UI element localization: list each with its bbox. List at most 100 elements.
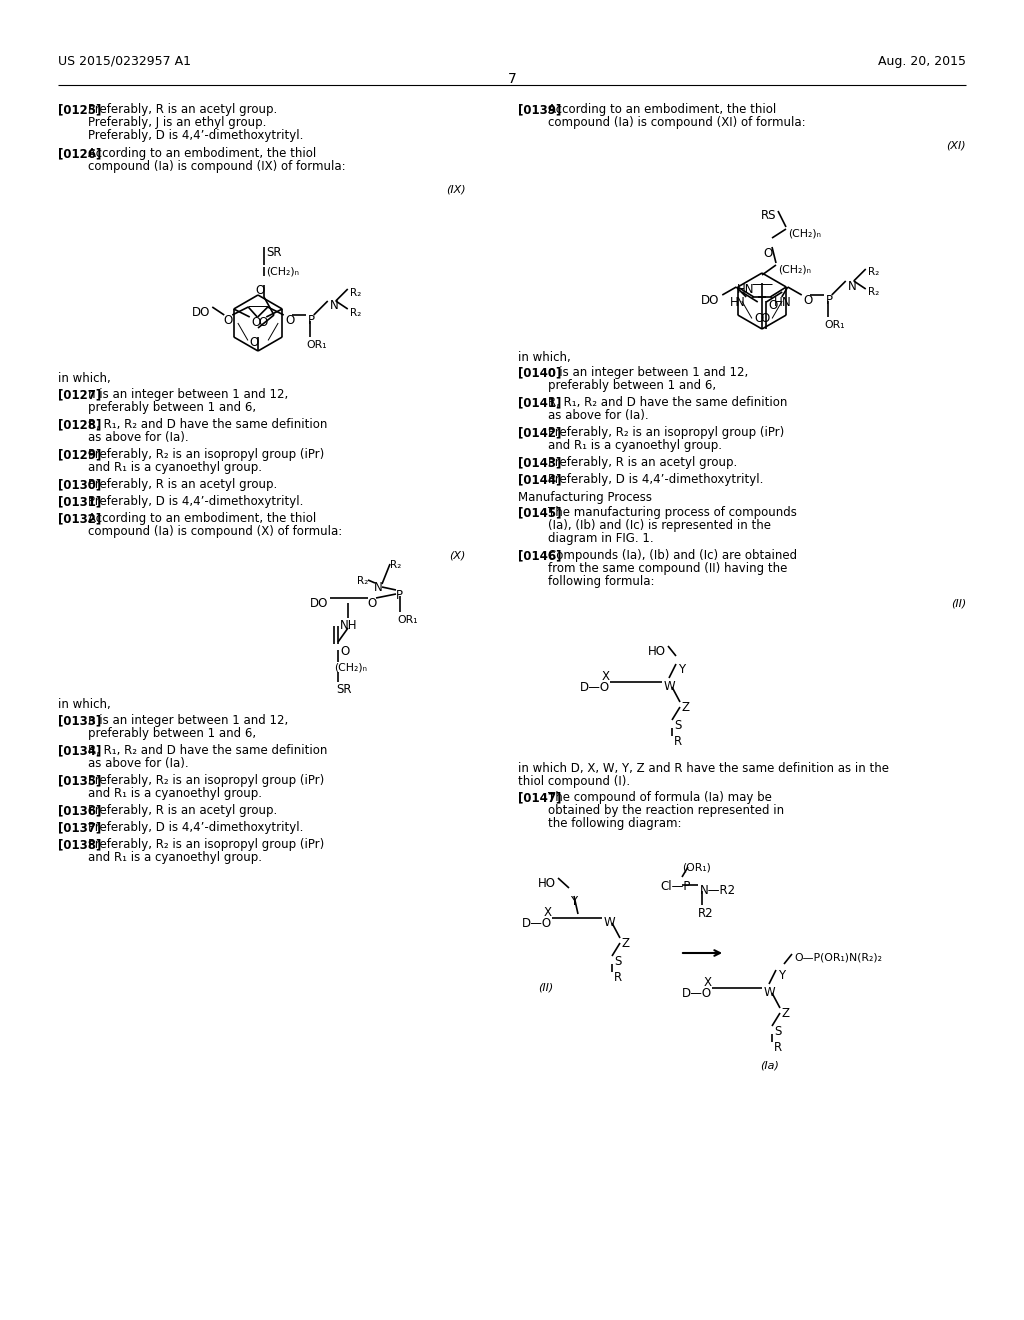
Text: (CH₂)ₙ: (CH₂)ₙ (788, 228, 821, 239)
Text: W: W (764, 986, 775, 999)
Text: R₂: R₂ (356, 576, 368, 586)
Text: R: R (774, 1041, 782, 1053)
Text: Preferably, D is 4,4’-dimethoxytrityl.: Preferably, D is 4,4’-dimethoxytrityl. (88, 821, 303, 834)
Text: R, R₁, R₂ and D have the same definition: R, R₁, R₂ and D have the same definition (548, 396, 787, 409)
Text: Preferably, R is an acetyl group.: Preferably, R is an acetyl group. (88, 804, 278, 817)
Text: [0147]: [0147] (518, 791, 561, 804)
Text: compound (Ia) is compound (XI) of formula:: compound (Ia) is compound (XI) of formul… (548, 116, 806, 129)
Text: Cl—P: Cl—P (660, 880, 690, 894)
Text: O—P(OR₁)N(R₂)₂: O—P(OR₁)N(R₂)₂ (794, 953, 882, 964)
Text: P: P (825, 294, 833, 308)
Text: Y: Y (678, 663, 685, 676)
Text: W: W (604, 916, 615, 929)
Text: thiol compound (I).: thiol compound (I). (518, 775, 630, 788)
Text: SR: SR (336, 682, 351, 696)
Text: Preferably, D is 4,4’-dimethoxytrityl.: Preferably, D is 4,4’-dimethoxytrityl. (88, 495, 303, 508)
Text: O: O (768, 300, 777, 312)
Text: SR: SR (266, 246, 282, 259)
Text: (II): (II) (538, 983, 553, 993)
Text: Aug. 20, 2015: Aug. 20, 2015 (878, 55, 966, 69)
Text: [0146]: [0146] (518, 549, 561, 562)
Text: R₂: R₂ (390, 560, 401, 570)
Text: X: X (602, 671, 610, 682)
Text: following formula:: following formula: (548, 576, 654, 587)
Text: [0143]: [0143] (518, 455, 561, 469)
Text: [0133]: [0133] (58, 714, 101, 727)
Text: X: X (544, 906, 552, 919)
Text: as above for (Ia).: as above for (Ia). (548, 409, 648, 422)
Text: [0132]: [0132] (58, 512, 101, 525)
Text: R₂: R₂ (350, 288, 361, 298)
Text: in which D, X, W, Y, Z and R have the same definition as in the: in which D, X, W, Y, Z and R have the sa… (518, 762, 889, 775)
Text: and R₁ is a cyanoethyl group.: and R₁ is a cyanoethyl group. (88, 461, 262, 474)
Text: n is an integer between 1 and 12,: n is an integer between 1 and 12, (548, 366, 749, 379)
Text: [0130]: [0130] (58, 478, 101, 491)
Text: O: O (286, 314, 295, 327)
Text: [0145]: [0145] (518, 506, 561, 519)
Text: Preferably, R is an acetyl group.: Preferably, R is an acetyl group. (88, 103, 278, 116)
Text: N: N (781, 296, 791, 309)
Text: S: S (614, 954, 622, 968)
Text: (II): (II) (950, 599, 966, 609)
Text: [0141]: [0141] (518, 396, 561, 409)
Text: HN: HN (736, 282, 754, 296)
Text: DO: DO (309, 597, 328, 610)
Text: R, R₁, R₂ and D have the same definition: R, R₁, R₂ and D have the same definition (88, 744, 328, 756)
Text: N: N (374, 581, 383, 594)
Text: [0140]: [0140] (518, 366, 561, 379)
Text: diagram in FIG. 1.: diagram in FIG. 1. (548, 532, 653, 545)
Text: 7: 7 (508, 73, 516, 86)
Text: O: O (763, 247, 773, 260)
Text: P: P (396, 589, 403, 602)
Text: (CH₂)ₙ: (CH₂)ₙ (334, 663, 367, 673)
Text: N—R2: N—R2 (700, 884, 736, 898)
Text: Preferably, R₂ is an isopropyl group (iPr): Preferably, R₂ is an isopropyl group (iP… (548, 426, 784, 440)
Text: (Ia), (Ib) and (Ic) is represented in the: (Ia), (Ib) and (Ic) is represented in th… (548, 519, 771, 532)
Text: R: R (674, 735, 682, 748)
Text: D—O: D—O (682, 987, 712, 1001)
Text: (X): (X) (450, 550, 466, 561)
Text: [0144]: [0144] (518, 473, 561, 486)
Text: [0125]: [0125] (58, 103, 101, 116)
Text: in which,: in which, (518, 351, 570, 364)
Text: US 2015/0232957 A1: US 2015/0232957 A1 (58, 55, 191, 69)
Text: R: R (614, 972, 623, 983)
Text: R2: R2 (698, 907, 714, 920)
Text: Z: Z (682, 701, 690, 714)
Text: in which,: in which, (58, 372, 111, 385)
Text: R, R₁, R₂ and D have the same definition: R, R₁, R₂ and D have the same definition (88, 418, 328, 432)
Text: (OR₁): (OR₁) (682, 863, 711, 873)
Text: [0127]: [0127] (58, 388, 101, 401)
Text: and R₁ is a cyanoethyl group.: and R₁ is a cyanoethyl group. (88, 851, 262, 865)
Text: OR₁: OR₁ (397, 615, 418, 624)
Text: H: H (774, 296, 782, 309)
Text: and R₁ is a cyanoethyl group.: and R₁ is a cyanoethyl group. (88, 787, 262, 800)
Text: R₂: R₂ (867, 267, 879, 277)
Text: the following diagram:: the following diagram: (548, 817, 682, 830)
Text: n is an integer between 1 and 12,: n is an integer between 1 and 12, (88, 388, 288, 401)
Text: preferably between 1 and 6,: preferably between 1 and 6, (548, 379, 716, 392)
Text: NH: NH (340, 619, 357, 632)
Text: [0138]: [0138] (58, 838, 101, 851)
Text: HO: HO (538, 876, 556, 890)
Text: (CH₂)ₙ: (CH₂)ₙ (778, 265, 811, 275)
Text: [0126]: [0126] (58, 147, 101, 160)
Text: Manufacturing Process: Manufacturing Process (518, 491, 652, 504)
Text: DO: DO (191, 306, 210, 319)
Text: D—O: D—O (522, 917, 552, 931)
Text: Y: Y (570, 895, 578, 908)
Text: Preferably, J is an ethyl group.: Preferably, J is an ethyl group. (88, 116, 266, 129)
Text: According to an embodiment, the thiol: According to an embodiment, the thiol (88, 512, 316, 525)
Text: Preferably, D is 4,4’-dimethoxytrityl.: Preferably, D is 4,4’-dimethoxytrityl. (88, 129, 303, 143)
Text: preferably between 1 and 6,: preferably between 1 and 6, (88, 727, 256, 741)
Text: Preferably, R is an acetyl group.: Preferably, R is an acetyl group. (548, 455, 737, 469)
Text: HO: HO (648, 645, 666, 657)
Text: R₂: R₂ (867, 286, 879, 297)
Text: N: N (735, 296, 744, 309)
Text: According to an embodiment, the thiol: According to an embodiment, the thiol (548, 103, 776, 116)
Text: Preferably, D is 4,4’-dimethoxytrityl.: Preferably, D is 4,4’-dimethoxytrityl. (548, 473, 763, 486)
Text: O: O (761, 312, 770, 325)
Text: obtained by the reaction represented in: obtained by the reaction represented in (548, 804, 784, 817)
Text: [0134]: [0134] (58, 744, 101, 756)
Text: O: O (754, 312, 763, 325)
